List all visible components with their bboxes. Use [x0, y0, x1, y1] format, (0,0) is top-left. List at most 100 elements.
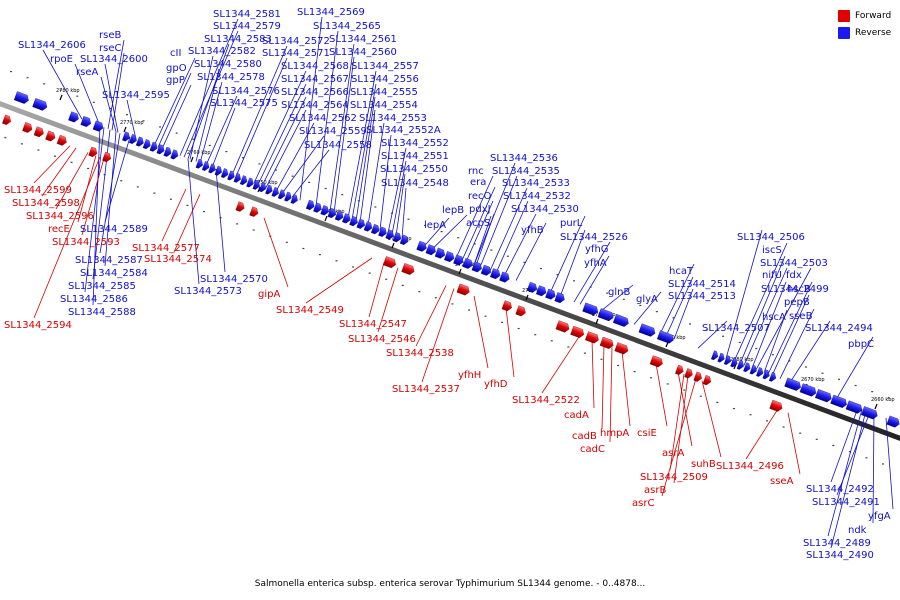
gene-block — [385, 229, 394, 240]
gene-block — [363, 221, 373, 232]
forward-leader-line — [263, 217, 289, 288]
reverse-leader-line — [100, 76, 117, 132]
reverse-gene-label: SL1344_2499 — [761, 284, 829, 295]
tick-dot — [225, 150, 228, 153]
tick-dot — [639, 304, 642, 307]
reverse-leader-line — [835, 336, 874, 400]
reverse-gene-label: yfgA — [868, 511, 891, 522]
reverse-gene-cluster — [526, 281, 565, 304]
tick-dot — [732, 407, 735, 410]
gene-block — [370, 224, 380, 235]
reverse-gene-label: SL1344_2494 — [805, 323, 873, 334]
reverse-gene-label: hscB — [787, 284, 811, 295]
reverse-leader-line — [99, 133, 121, 254]
reverse-leader-line — [199, 81, 223, 164]
reverse-gene-label: SL1344_2553 — [359, 113, 427, 124]
reverse-gene-label: SL1344_2490 — [806, 550, 874, 561]
forward-gene-cluster — [382, 256, 415, 275]
forward-gene-label: yfhH — [458, 370, 481, 381]
forward-leader-line — [661, 378, 697, 497]
gene-block — [638, 323, 656, 337]
forward-leader-line — [505, 307, 515, 378]
reverse-gene-cluster — [582, 302, 629, 327]
forward-gene-cluster — [22, 122, 67, 146]
kbp-tick-mark — [59, 94, 63, 101]
forward-leader-line — [621, 350, 631, 427]
gene-block — [33, 126, 44, 138]
gene-block — [128, 134, 137, 144]
forward-gene-label: SL1344_2496 — [716, 461, 784, 472]
reverse-leader-line — [257, 83, 307, 185]
reverse-gene-cluster — [784, 377, 878, 420]
reverse-gene-label: rnc — [468, 166, 484, 177]
gene-block — [342, 213, 351, 224]
forward-gene-label: cadA — [564, 410, 589, 421]
reverse-gene-label: pbpC — [848, 339, 874, 350]
reverse-leader-line — [333, 56, 355, 213]
tick-dot — [26, 77, 29, 79]
reverse-gene-label: yfhG — [585, 244, 609, 255]
reverse-gene-label: yfhA — [584, 258, 607, 269]
reverse-gene-label: SL1344_2572 — [262, 36, 330, 47]
reverse-leader-line — [473, 215, 492, 266]
reverse-leader-line — [763, 309, 788, 373]
gene-block — [515, 305, 526, 317]
reverse-gene-label: SL1344_2491 — [812, 497, 880, 508]
reverse-leader-line — [187, 43, 230, 159]
tick-dot — [169, 198, 172, 200]
reverse-leader-line — [401, 187, 407, 239]
forward-gene-label: asrA — [662, 448, 684, 459]
kbp-tick-label: 2750 kbp — [254, 180, 278, 186]
reverse-leader-line — [111, 52, 125, 131]
forward-leader-line — [41, 147, 77, 197]
gene-block — [246, 177, 254, 188]
reverse-leader-line — [161, 84, 192, 150]
gene-block — [80, 116, 91, 127]
reverse-gene-label: glnB — [608, 287, 630, 298]
reverse-gene-label: SL1344_2589 — [80, 224, 148, 235]
forward-gene-label: SL1344_2599 — [4, 185, 72, 196]
gene-block — [334, 210, 344, 221]
forward-gene-label: recE — [48, 224, 70, 235]
reverse-gene-label: SL1344_2587 — [75, 255, 143, 266]
reverse-gene-label: SL1344_2565 — [313, 21, 381, 32]
gene-block — [135, 136, 144, 147]
reverse-leader-line — [104, 136, 131, 223]
reverse-leader-line — [725, 229, 763, 359]
reverse-leader-line — [215, 168, 226, 273]
forward-gene-cluster — [675, 364, 712, 386]
forward-gene-label: SL1344_2598 — [12, 198, 80, 209]
reverse-leader-line — [347, 70, 377, 219]
forward-gene-label: SL1344_2594 — [4, 320, 72, 331]
gene-block — [545, 288, 556, 300]
forward-leader-line — [541, 335, 581, 394]
reverse-gene-cluster — [305, 199, 409, 245]
kbp-tick-mark — [391, 242, 395, 249]
tick-dot — [385, 278, 388, 280]
kbp-tick-mark — [458, 268, 462, 275]
reverse-leader-line — [633, 291, 662, 325]
reverse-leader-line — [281, 135, 325, 194]
kbp-tick-label: 2690 kbp — [662, 335, 686, 341]
gene-block — [416, 240, 427, 252]
gene-block — [88, 146, 98, 157]
tick-dot — [666, 383, 669, 385]
forward-gene-label: SL1344_2577 — [132, 243, 200, 254]
forward-leader-line — [33, 156, 101, 319]
forward-gene-label: SL1344_2546 — [348, 334, 416, 345]
tick-dot — [20, 143, 23, 145]
reverse-leader-line — [475, 213, 495, 266]
tick-dot — [192, 138, 195, 140]
reverse-leader-line — [549, 215, 586, 294]
reverse-gene-label: SL1344_2581 — [213, 9, 281, 20]
tick-dot — [854, 384, 857, 387]
reverse-leader-line — [42, 49, 83, 120]
gene-block — [480, 264, 492, 276]
tick-dot — [871, 391, 874, 393]
gene-block — [599, 336, 614, 349]
tick-dot — [799, 432, 802, 434]
tick-dot — [324, 187, 327, 190]
reverse-gene-label: SL1344_2576 — [212, 86, 280, 97]
reverse-leader-line — [830, 407, 859, 483]
tick-dot — [716, 401, 719, 404]
